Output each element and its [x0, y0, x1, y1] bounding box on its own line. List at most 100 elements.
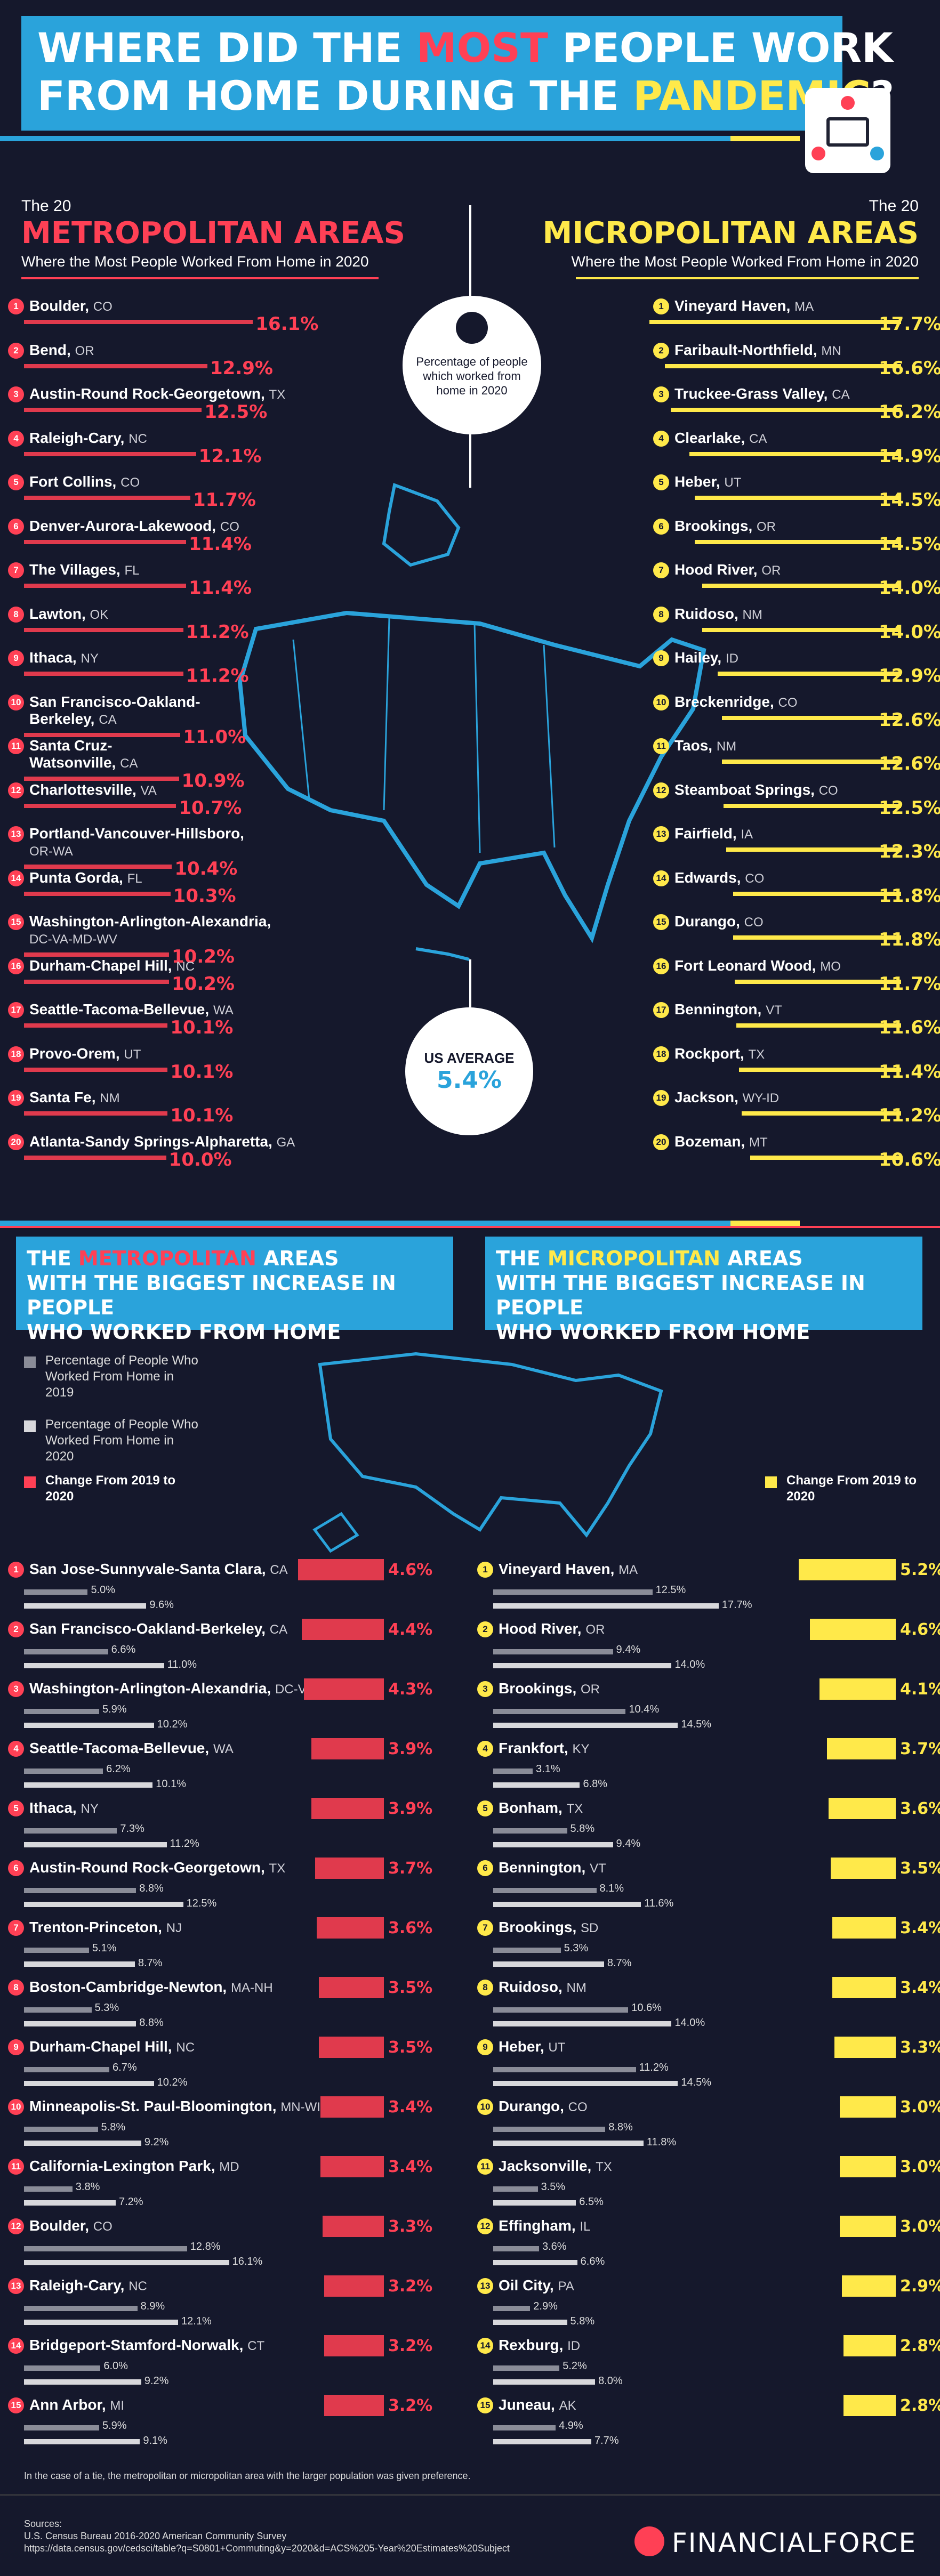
bar-2019: [24, 1948, 89, 1953]
legend-2020-label: Percentage of People Who Worked From Hom…: [45, 1417, 198, 1464]
bar-2020: [493, 1663, 672, 1668]
value-bar: [24, 627, 183, 632]
change-label: 3.9%: [388, 1799, 433, 1818]
state-code: CT: [247, 2339, 265, 2353]
rank-badge: 2: [8, 1621, 24, 1637]
label-2019: 6.0%: [103, 2360, 128, 2372]
label-2020: 12.1%: [181, 2315, 212, 2327]
value-label: 10.6%: [879, 1149, 940, 1170]
state-code: OR: [585, 1622, 605, 1637]
change-bar: [826, 1738, 896, 1759]
value-label: 12.5%: [204, 401, 268, 423]
label-2019: 5.9%: [102, 1703, 127, 1715]
divider: [0, 1221, 800, 1226]
state-code: NC: [176, 959, 195, 974]
legend-change-micro-swatch: [765, 1476, 777, 1488]
rank-badge: 11: [8, 2159, 24, 2175]
rank-badge: 9: [8, 650, 24, 666]
rank-badge: 1: [477, 1562, 493, 1578]
bar-2020: [493, 1961, 604, 1967]
bar-2019: [493, 2127, 606, 2132]
rank-badge: 13: [8, 2278, 24, 2294]
label-2020: 14.5%: [681, 1718, 712, 1730]
label-2020: 10.2%: [157, 1718, 188, 1730]
micro-heading: MICROPOLITAN AREAS: [542, 216, 919, 251]
state-code: OR: [581, 1682, 600, 1697]
state-code: NY: [81, 651, 99, 666]
state-code: CA: [749, 431, 767, 446]
state-code: CO: [93, 2219, 113, 2234]
change-label: 3.5%: [388, 2038, 433, 2057]
city-name: Fairfield, IA: [674, 825, 753, 842]
value-label: 16.6%: [879, 357, 940, 379]
state-code: NM: [742, 607, 762, 622]
state-code: OK: [90, 607, 109, 622]
rank-badge: 10: [653, 694, 669, 710]
value-bar: [733, 891, 901, 896]
bar-2019: [493, 1769, 533, 1774]
metro-kicker: The 20: [21, 197, 71, 215]
change-label: 2.8%: [900, 2337, 940, 2355]
change-label: 2.8%: [900, 2396, 940, 2415]
city-name: Bonham, TX: [499, 1799, 583, 1816]
footnote: In the case of a tie, the metropolitan o…: [24, 2470, 471, 2481]
city-name: Brookings, OR: [674, 517, 776, 534]
bar-2020: [24, 1723, 154, 1728]
value-label: 12.9%: [210, 357, 273, 379]
state-code: VA: [140, 783, 157, 798]
label-2020: 8.7%: [138, 1957, 163, 1969]
value-bar: [24, 408, 202, 412]
change-bar: [324, 2275, 384, 2297]
label-2019: 8.1%: [599, 1883, 624, 1894]
label-2020: 8.8%: [139, 2017, 164, 2029]
city-name: Breckenridge, CO: [674, 693, 798, 710]
value-label: 16.2%: [879, 401, 940, 423]
rank-badge: 1: [653, 298, 669, 314]
city-name: Lawton, OK: [29, 605, 109, 622]
label-2020: 11.2%: [170, 1838, 199, 1850]
change-bar: [832, 1917, 896, 1939]
rank-badge: 3: [8, 386, 24, 402]
bar-2019: [24, 1649, 108, 1654]
value-label: 11.4%: [189, 533, 252, 555]
value-label: 16.1%: [255, 313, 319, 335]
city-name: Bennington, VT: [674, 1001, 782, 1018]
rank-badge: 19: [653, 1090, 669, 1106]
bar-2019: [24, 2425, 99, 2430]
change-label: 3.9%: [388, 1740, 433, 1758]
bar-2019: [24, 2365, 101, 2371]
rank-badge: 13: [653, 826, 669, 842]
micro-list: 1 Vineyard Haven, MA 17.7% 2 Faribault-North…: [555, 288, 940, 1205]
callout-line: [469, 205, 471, 296]
rank-badge: 8: [653, 606, 669, 623]
bar-2020: [493, 1842, 613, 1847]
bar-2020: [24, 2021, 136, 2026]
rank-badge: 19: [8, 1090, 24, 1106]
value-bar: [24, 777, 179, 781]
value-label: 10.1%: [170, 1061, 234, 1083]
change-label: 3.4%: [900, 1979, 940, 1997]
rank-badge: 5: [653, 474, 669, 490]
rank-badge: 9: [653, 650, 669, 666]
city-name: Seattle-Tacoma-Bellevue, WA: [29, 1001, 234, 1018]
bar-2019: [24, 2007, 92, 2013]
bar-2019: [493, 1948, 561, 1953]
title-line-1: WHERE DID THE MOST PEOPLE WORK: [37, 24, 893, 71]
bar-2020: [493, 2379, 596, 2385]
state-code: CO: [745, 871, 765, 886]
state-code: UT: [548, 2040, 566, 2055]
rank-badge: 15: [8, 2397, 24, 2413]
change-bar: [832, 1977, 896, 1998]
city-name: Denver-Aurora-Lakewood, CO: [29, 517, 239, 534]
rank-badge: 3: [653, 386, 669, 402]
change-label: 3.0%: [900, 2158, 940, 2176]
value-label: 10.2%: [172, 973, 235, 995]
value-label: 11.7%: [879, 973, 940, 995]
rank-badge: 14: [477, 2338, 493, 2354]
label-2019: 2.9%: [533, 2300, 558, 2312]
value-label: 11.4%: [879, 1061, 940, 1083]
sources-link[interactable]: https://data.census.gov/cedsci/table?q=S…: [24, 2543, 510, 2554]
bar-2019: [493, 2007, 629, 2013]
city-name: Seattle-Tacoma-Bellevue, WA: [29, 1740, 234, 1756]
city-name: Provo-Orem, UT: [29, 1045, 141, 1062]
